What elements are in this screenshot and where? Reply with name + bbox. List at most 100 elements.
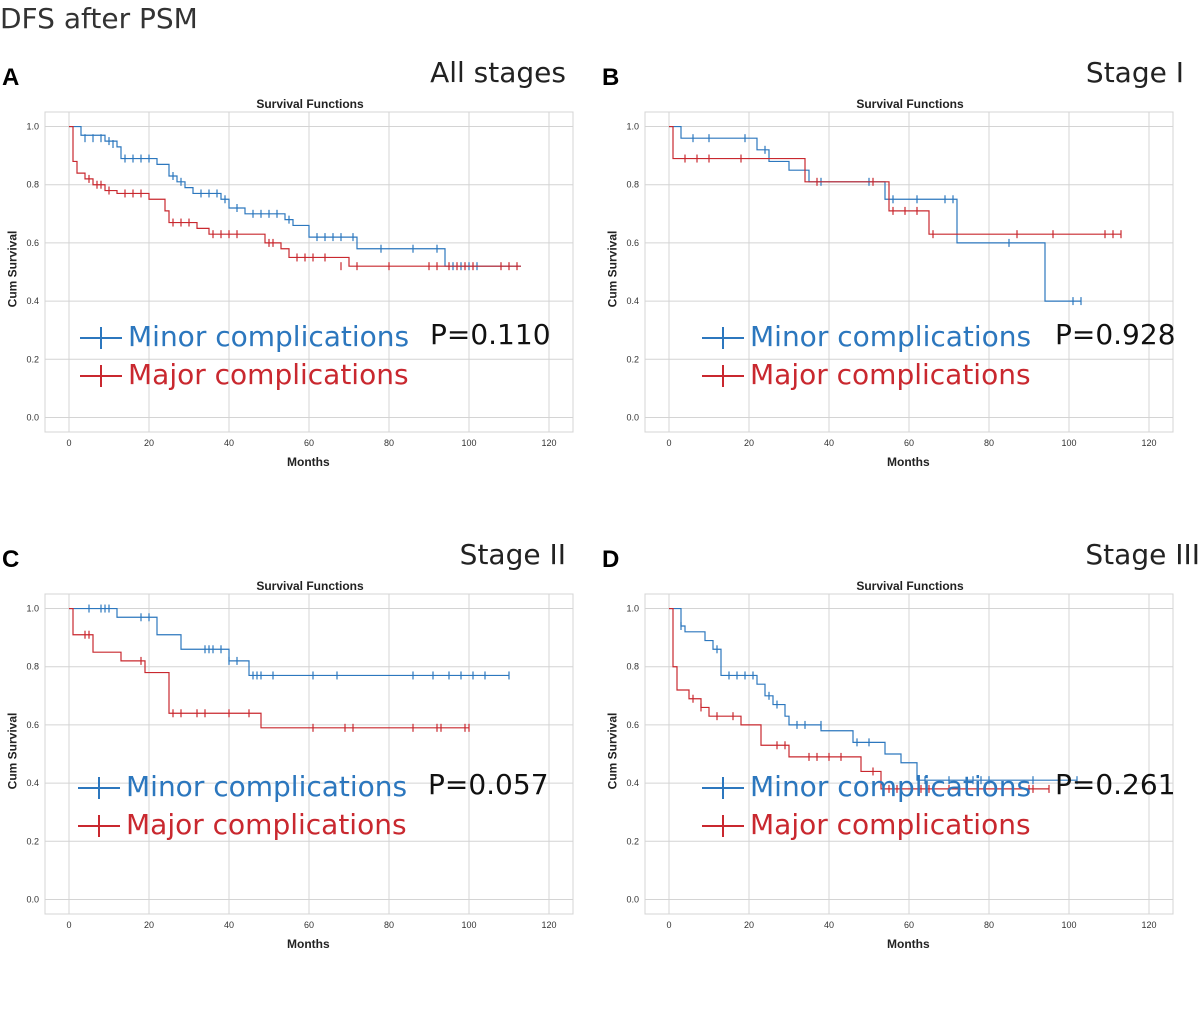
- y-axis-label: Cum Survival: [5, 712, 20, 790]
- legend-label: Major complications: [750, 808, 1031, 841]
- x-axis-label: Months: [887, 937, 930, 951]
- y-axis-label: Cum Survival: [5, 230, 20, 308]
- y-tick-label: 0.2: [26, 354, 39, 364]
- minor-survival-curve: [669, 125, 1081, 302]
- y-tick-label: 0.6: [626, 720, 639, 730]
- p-value: P=0.110: [430, 318, 551, 351]
- plot-title: Survival Functions: [256, 97, 364, 111]
- legend: Minor complications Major complications: [702, 768, 1031, 844]
- legend-item-minor: Minor complications: [80, 318, 409, 356]
- x-tick-label: 120: [1141, 920, 1156, 930]
- x-tick-label: 80: [384, 438, 394, 448]
- x-tick-label: 0: [66, 438, 71, 448]
- x-tick-label: 40: [824, 920, 834, 930]
- x-tick-label: 80: [984, 438, 994, 448]
- panel-letter: D: [602, 546, 620, 573]
- x-tick-label: 120: [541, 438, 556, 448]
- minor-survival-curve: [69, 125, 521, 267]
- legend-marker-icon: [702, 768, 744, 806]
- legend-label: Major complications: [750, 358, 1031, 391]
- x-axis-label: Months: [887, 455, 930, 469]
- y-tick-label: 1.0: [26, 122, 39, 132]
- y-tick-label: 0.6: [26, 238, 39, 248]
- x-axis-label: Months: [287, 455, 330, 469]
- y-tick-label: 1.0: [26, 604, 39, 614]
- panel-c: C Stage II Survival Functions 0 20 40 60 80 100 1…: [0, 532, 600, 1012]
- x-tick-label: 100: [461, 438, 476, 448]
- legend-item-minor: Minor complications: [702, 318, 1031, 356]
- legend-label: Minor complications: [750, 320, 1032, 353]
- p-value: P=0.057: [428, 768, 549, 801]
- legend-item-major: Major complications: [78, 806, 407, 844]
- y-tick-label: 1.0: [626, 122, 639, 132]
- x-tick-label: 20: [144, 438, 154, 448]
- panel-letter: A: [2, 64, 20, 91]
- legend-item-minor: Minor complications: [702, 768, 1031, 806]
- major-survival-curve: [669, 125, 1121, 235]
- panel-b: B Stage I Survival Functions 0 20 40 60 80 100 12…: [600, 50, 1200, 530]
- y-tick-label: 0.0: [26, 412, 39, 422]
- panel-letter: C: [2, 546, 20, 573]
- y-tick-label: 0.0: [626, 412, 639, 422]
- plot-title: Survival Functions: [856, 579, 964, 593]
- legend: Minor complications Major complications: [80, 318, 409, 394]
- y-tick-label: 0.6: [26, 720, 39, 730]
- y-tick-label: 0.4: [26, 296, 39, 306]
- legend-marker-icon: [702, 806, 744, 844]
- x-tick-label: 40: [824, 438, 834, 448]
- minor-survival-curve: [69, 607, 509, 677]
- x-tick-label: 120: [1141, 438, 1156, 448]
- km-plot: 0 20 40 60 80 100 120 0.0 0.2 0.4 0.6 0.8 1.0: [626, 111, 1174, 448]
- x-tick-label: 80: [384, 920, 394, 930]
- x-tick-label: 60: [904, 920, 914, 930]
- y-axis-label: Cum Survival: [605, 230, 620, 308]
- legend-marker-icon: [80, 356, 122, 394]
- plot-title: Survival Functions: [856, 97, 964, 111]
- x-axis-label: Months: [287, 937, 330, 951]
- km-plot: 0 20 40 60 80 100 120 0.0 0.2 0.4 0.6 0.8 1.0: [26, 111, 574, 448]
- y-tick-label: 0.4: [26, 778, 39, 788]
- km-plot: 0 20 40 60 80 100 120 0.0 0.2 0.4 0.6 0.8 1.0: [26, 593, 574, 930]
- y-axis-label: Cum Survival: [605, 712, 620, 790]
- x-tick-label: 0: [666, 438, 671, 448]
- minor-survival-curve: [669, 607, 1077, 781]
- x-tick-label: 60: [904, 438, 914, 448]
- p-value: P=0.261: [1055, 768, 1176, 801]
- panel-a: A All stages Survival Functions 0 20 40 60 80 10…: [0, 50, 600, 530]
- km-plot: 0 20 40 60 80 100 120 0.0 0.2 0.4 0.6 0.8 1.0: [626, 593, 1174, 930]
- major-survival-curve: [69, 607, 469, 729]
- panel-d: D Stage III Survival Functions 0 20 40 60 80 100…: [600, 532, 1200, 1012]
- legend: Minor complications Major complications: [702, 318, 1031, 394]
- legend: Minor complications Major complications: [78, 768, 407, 844]
- major-survival-curve: [669, 607, 1049, 790]
- figure-title: DFS after PSM: [0, 2, 198, 35]
- panel-letter: B: [602, 64, 620, 91]
- stage-label: Stage II: [459, 538, 566, 571]
- legend-item-major: Major complications: [702, 806, 1031, 844]
- legend-marker-icon: [702, 318, 744, 356]
- x-tick-label: 40: [224, 438, 234, 448]
- x-tick-label: 0: [666, 920, 671, 930]
- legend-item-minor: Minor complications: [78, 768, 407, 806]
- legend-label: Major complications: [128, 358, 409, 391]
- plot-title: Survival Functions: [256, 579, 364, 593]
- x-tick-label: 100: [1061, 438, 1076, 448]
- p-value: P=0.928: [1055, 318, 1176, 351]
- y-tick-label: 0.4: [626, 778, 639, 788]
- x-tick-label: 40: [224, 920, 234, 930]
- y-tick-label: 0.2: [626, 836, 639, 846]
- x-tick-label: 100: [461, 920, 476, 930]
- legend-label: Minor complications: [750, 770, 1032, 803]
- legend-item-major: Major complications: [80, 356, 409, 394]
- stage-label: Stage I: [1085, 56, 1184, 89]
- y-tick-label: 0.0: [26, 894, 39, 904]
- x-tick-label: 20: [144, 920, 154, 930]
- legend-marker-icon: [78, 768, 120, 806]
- major-survival-curve: [69, 125, 521, 267]
- x-tick-label: 80: [984, 920, 994, 930]
- x-tick-label: 60: [304, 438, 314, 448]
- x-tick-label: 60: [304, 920, 314, 930]
- x-tick-label: 0: [66, 920, 71, 930]
- y-tick-label: 0.2: [26, 836, 39, 846]
- stage-label: Stage III: [1085, 538, 1200, 571]
